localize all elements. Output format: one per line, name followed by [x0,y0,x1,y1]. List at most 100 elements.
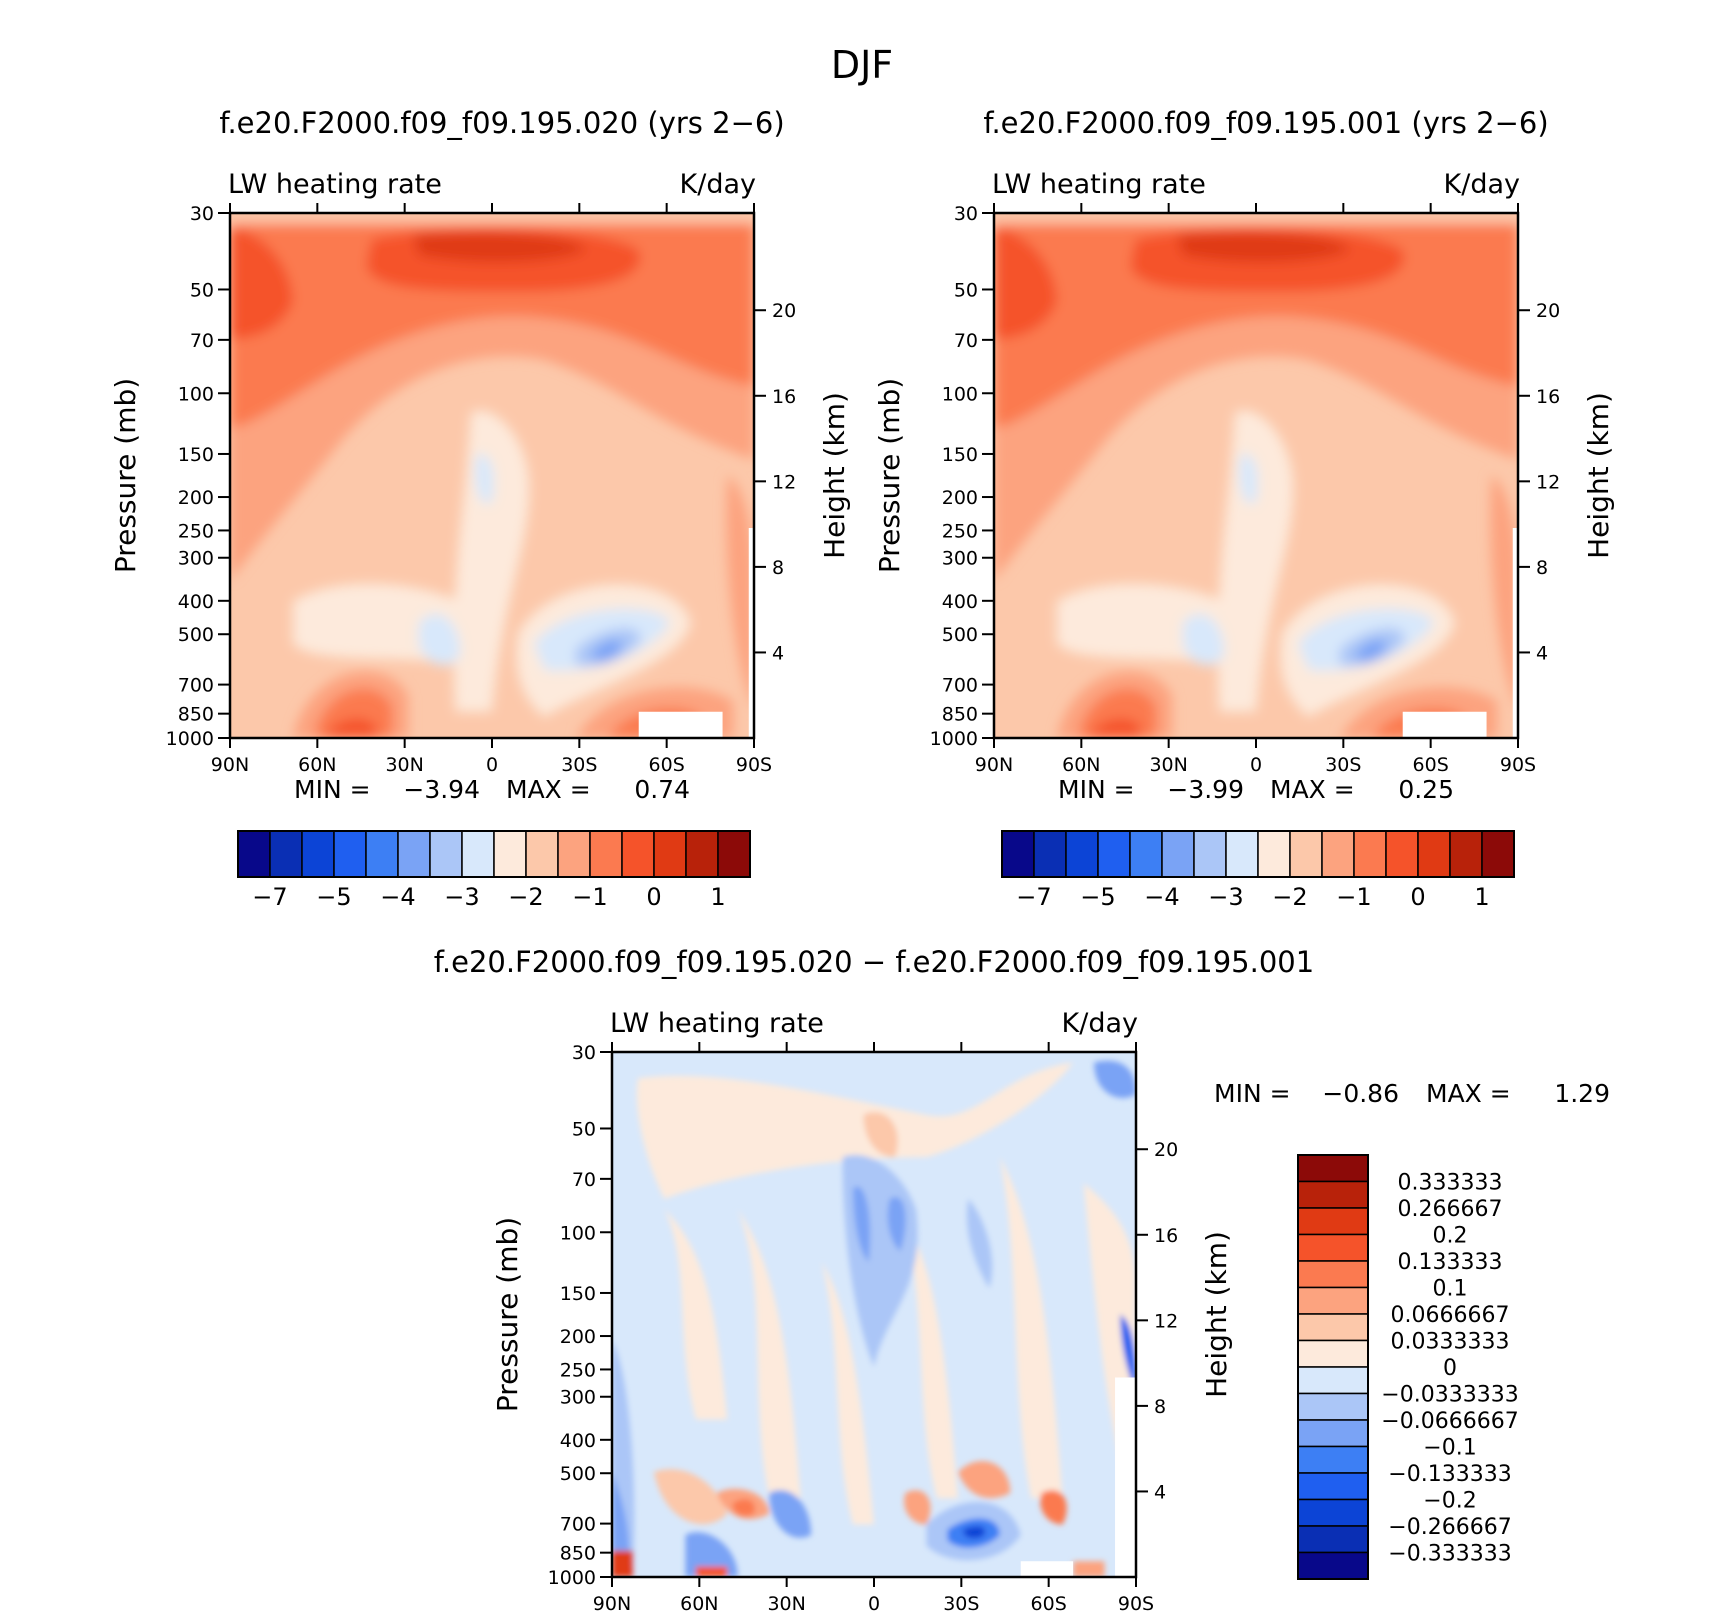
y2-tick-label: 20 [1154,1139,1178,1161]
colorbar-swatch [429,830,463,878]
colorbar-label: −0.0333333 [1381,1383,1518,1408]
y-tick-label: 1000 [548,1567,596,1589]
contour-fill [994,213,1518,738]
min-label: MIN = [1214,1079,1291,1108]
y-tick-label: 50 [190,279,214,301]
contour-fill [904,1490,931,1525]
min-label: MIN = [1058,775,1135,804]
colorbar-label: −0.333333 [1388,1542,1511,1567]
contour-fill [726,475,754,712]
x-tick-label: 90N [211,754,249,776]
max-label: MAX = [1270,775,1355,804]
y2-tick-label: 12 [1536,471,1560,493]
colorbar-swatch [1097,830,1131,878]
colorbar-frame [1297,1154,1369,1580]
y-tick-label: 30 [572,1042,596,1064]
y-tick-label: 200 [178,487,214,509]
contour-fill [1056,583,1225,665]
colorbar-swatch [1033,830,1067,878]
x-tick-label: 30N [1149,754,1187,776]
contour-fill [1238,453,1258,505]
y-tick-label: 250 [942,520,978,542]
colorbar-swatch [1225,830,1259,878]
colorbar-swatch [1065,830,1099,878]
contour-fill [957,1461,1011,1499]
contour-fill [737,1209,801,1499]
y2-tick-label: 16 [1536,386,1560,408]
colorbar-frame [1001,830,1515,878]
colorbar-swatch [333,830,367,878]
colorbar-swatch [1353,830,1387,878]
colorbar-label: −0.2 [1423,1489,1476,1514]
colorbar-swatch [1297,1286,1369,1315]
colorbar-label: −5 [1080,883,1115,911]
min-label: MIN = [294,775,371,804]
contour-fill [963,1526,986,1539]
y2-tick-label: 4 [1154,1481,1166,1503]
contour-fill [994,228,1057,339]
y-tick-label: 250 [560,1359,596,1381]
units-label: K/day [1444,169,1520,200]
panel-3: f.e20.F2000.f09_f09.195.020 − f.e20.F200… [434,945,1610,1611]
max-label: MAX = [506,775,591,804]
x-tick-label: 60N [680,1593,718,1611]
missing-data [1402,711,1487,738]
colorbar-label: −5 [316,883,351,911]
x-tick-label: 60S [649,754,685,776]
x-tick-label: 90S [1500,754,1536,776]
y-tick-label: 100 [942,383,978,405]
colorbar-frame [237,830,751,878]
x-tick-label: 60N [1062,754,1100,776]
left-string: LW heating rate [228,169,442,200]
missing-data [1512,528,1518,738]
y2-axis-label: Height (km) [818,392,851,559]
colorbar-swatch [365,830,399,878]
colorbar-swatch [493,830,527,878]
colorbar-swatch [1001,830,1035,878]
colorbar-swatch [1297,1472,1369,1501]
contour-fill [887,1196,906,1252]
contour-fill [685,1532,738,1577]
colorbar-label: 0 [646,883,661,911]
colorbar-swatch [269,830,303,878]
colorbar-swatch [1257,830,1291,878]
missing-data [748,528,754,738]
x-tick-label: 30S [1325,754,1361,776]
colorbar-label: −0.133333 [1388,1462,1511,1487]
y-tick-label: 1000 [166,728,214,750]
contour-fill [732,1499,755,1517]
colorbar-swatch [1297,1313,1369,1342]
y-axis-label: Pressure (mb) [873,378,906,573]
x-tick-label: 90N [975,754,1013,776]
x-tick-label: 90N [593,1593,631,1611]
colorbar-label: 1 [710,883,725,911]
contour-fill [1088,718,1141,738]
panel-title: f.e20.F2000.f09_f09.195.020 − f.e20.F200… [434,945,1314,979]
y-tick-label: 200 [942,487,978,509]
colorbar-swatch [717,830,751,878]
min-value: −0.86 [1322,1079,1399,1108]
colorbar-swatch [1297,1366,1369,1395]
y-tick-label: 70 [572,1169,596,1191]
panel-1: f.e20.F2000.f09_f09.195.020 (yrs 2−6) LW … [109,106,851,911]
contour-fill [591,640,623,662]
colorbar-label: −7 [252,883,287,911]
y2-tick-label: 12 [772,471,796,493]
colorbar-label: −0.266667 [1388,1515,1511,1540]
contour-fill [1120,1314,1136,1394]
colorbar-swatch [1297,1392,1369,1421]
contour-fill [230,213,754,224]
y2-tick-label: 4 [1536,642,1548,664]
contour-fill [695,1566,728,1577]
y-tick-label: 500 [942,624,978,646]
y-tick-label: 500 [178,624,214,646]
panel-2: f.e20.F2000.f09_f09.195.001 (yrs 2−6) LW … [873,106,1615,911]
y-tick-label: 1000 [930,728,978,750]
y-tick-label: 150 [942,444,978,466]
colorbar-label: −2 [508,883,543,911]
colorbar-swatch [557,830,591,878]
colorbar-swatch [525,830,559,878]
colorbar-swatch [237,830,271,878]
y2-tick-label: 20 [1536,300,1560,322]
